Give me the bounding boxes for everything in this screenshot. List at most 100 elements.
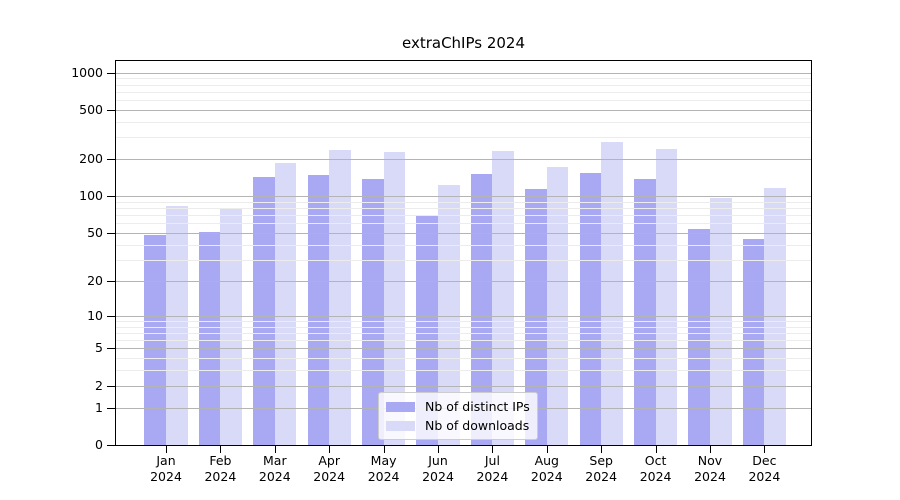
y-axis-tick bbox=[107, 72, 115, 74]
x-label-year: 2024 bbox=[748, 468, 781, 484]
gridline-minor bbox=[116, 84, 811, 86]
bar-downloads-jun bbox=[438, 184, 460, 445]
legend-swatch-downloads bbox=[386, 420, 415, 431]
y-axis-tick bbox=[107, 348, 115, 350]
x-axis-tick bbox=[710, 446, 711, 453]
bar-downloads-jul bbox=[492, 150, 515, 445]
x-label-year: 2024 bbox=[258, 468, 291, 484]
bar-downloads-jan bbox=[166, 206, 188, 445]
y-axis-tick-label: 50 bbox=[87, 225, 103, 241]
y-axis-tick bbox=[107, 315, 115, 317]
x-axis-tick bbox=[655, 446, 657, 453]
x-axis-tick bbox=[166, 446, 167, 453]
bar-distinct-ips-jul bbox=[470, 174, 493, 445]
x-label-year: 2024 bbox=[639, 468, 672, 484]
x-axis-tick-label: Oct 2024 bbox=[626, 453, 686, 484]
x-axis-tick-label: Jan 2024 bbox=[136, 453, 196, 484]
bar-downloads-may bbox=[383, 151, 406, 445]
y-axis-tick-label: 500 bbox=[79, 101, 103, 117]
bar-distinct-ips-mar bbox=[253, 176, 275, 445]
x-axis-tick bbox=[764, 446, 766, 453]
x-axis-tick bbox=[546, 446, 548, 453]
gridline-major bbox=[116, 109, 811, 111]
gridline-minor bbox=[116, 201, 811, 203]
chart-title: extraChIPs 2024 bbox=[401, 34, 526, 52]
x-label-month: Mar bbox=[263, 453, 287, 468]
y-axis-tick bbox=[107, 407, 115, 409]
x-axis-tick-label: Jul 2024 bbox=[462, 453, 522, 484]
x-axis-tick-label: Nov 2024 bbox=[680, 453, 740, 484]
x-axis-tick bbox=[438, 446, 439, 453]
x-axis-tick bbox=[274, 446, 276, 453]
x-axis-tick-label: May 2024 bbox=[354, 453, 414, 484]
gridline-minor bbox=[116, 121, 811, 123]
legend-label-downloads: Nb of downloads bbox=[425, 418, 530, 433]
gridline-major bbox=[116, 196, 811, 198]
y-axis-tick-label: 0 bbox=[95, 437, 103, 452]
y-axis-tick-label: 200 bbox=[79, 151, 103, 167]
gridline-major bbox=[116, 159, 811, 161]
y-axis-tick bbox=[107, 280, 115, 282]
legend-item-downloads: Nb of downloads bbox=[386, 416, 530, 435]
y-axis-tick bbox=[107, 109, 115, 111]
bar-distinct-ips-nov bbox=[688, 229, 710, 445]
y-axis-tick-label: 1 bbox=[95, 399, 103, 415]
legend: Nb of distinct IPs Nb of downloads bbox=[378, 392, 538, 440]
y-axis-tick bbox=[107, 233, 115, 235]
gridline-minor bbox=[116, 137, 811, 139]
bar-downloads-feb bbox=[220, 208, 243, 445]
y-axis-tick bbox=[107, 196, 115, 198]
x-axis-tick bbox=[329, 446, 331, 453]
x-axis-tick-label: Jun 2024 bbox=[408, 453, 468, 484]
gridline-minor bbox=[116, 78, 811, 80]
x-label-month: Aug bbox=[534, 453, 559, 468]
x-axis-tick-label: Aug 2024 bbox=[517, 453, 577, 484]
y-axis-tick-label: 10 bbox=[87, 307, 103, 323]
bar-distinct-ips-dec bbox=[742, 238, 765, 445]
x-axis-tick-label: Sep 2024 bbox=[571, 453, 631, 484]
bar-distinct-ips-jan bbox=[144, 235, 166, 445]
legend-item-distinct-ips: Nb of distinct IPs bbox=[386, 397, 530, 416]
x-label-month: Jul bbox=[484, 453, 500, 468]
y-axis-tick bbox=[107, 445, 115, 446]
x-label-year: 2024 bbox=[313, 468, 346, 484]
x-label-month: Jan bbox=[156, 453, 176, 468]
gridline-major bbox=[116, 72, 811, 74]
y-axis-tick-label: 5 bbox=[95, 340, 103, 356]
bar-distinct-ips-feb bbox=[198, 232, 221, 445]
x-label-month: May bbox=[370, 453, 397, 468]
x-axis-tick bbox=[220, 446, 222, 453]
y-axis-tick bbox=[107, 385, 115, 387]
x-axis-tick bbox=[601, 446, 603, 453]
bar-distinct-ips-jun bbox=[416, 215, 438, 445]
bar-distinct-ips-sep bbox=[579, 173, 602, 445]
bar-distinct-ips-apr bbox=[307, 174, 330, 445]
y-axis-tick-label: 100 bbox=[79, 188, 103, 204]
legend-label-distinct-ips: Nb of distinct IPs bbox=[425, 399, 530, 414]
x-label-month: Sep bbox=[589, 453, 613, 468]
x-label-year: 2024 bbox=[694, 468, 726, 484]
y-axis-tick bbox=[107, 159, 115, 161]
bar-downloads-aug bbox=[546, 166, 569, 445]
x-label-month: Nov bbox=[697, 453, 723, 468]
x-label-month: Dec bbox=[752, 453, 777, 468]
bar-distinct-ips-oct bbox=[633, 179, 656, 445]
gridline-minor bbox=[116, 100, 811, 102]
x-axis-tick bbox=[492, 446, 494, 453]
plot-area bbox=[115, 60, 812, 446]
x-label-year: 2024 bbox=[476, 468, 509, 484]
bar-downloads-dec bbox=[764, 187, 787, 445]
x-label-month: Feb bbox=[209, 453, 232, 468]
x-axis-tick-label: Dec 2024 bbox=[734, 453, 794, 484]
x-label-month: Oct bbox=[644, 453, 667, 468]
x-axis-tick-label: Feb 2024 bbox=[190, 453, 250, 484]
x-label-month: Apr bbox=[318, 453, 340, 468]
x-label-year: 2024 bbox=[150, 468, 182, 484]
y-axis-tick-label: 2 bbox=[95, 377, 103, 393]
y-axis-tick-label: 20 bbox=[87, 272, 103, 288]
y-axis-tick-label: 1000 bbox=[71, 64, 103, 80]
bar-downloads-oct bbox=[655, 149, 678, 445]
x-axis-tick-label: Apr 2024 bbox=[299, 453, 359, 484]
x-label-month: Jun bbox=[428, 453, 448, 468]
